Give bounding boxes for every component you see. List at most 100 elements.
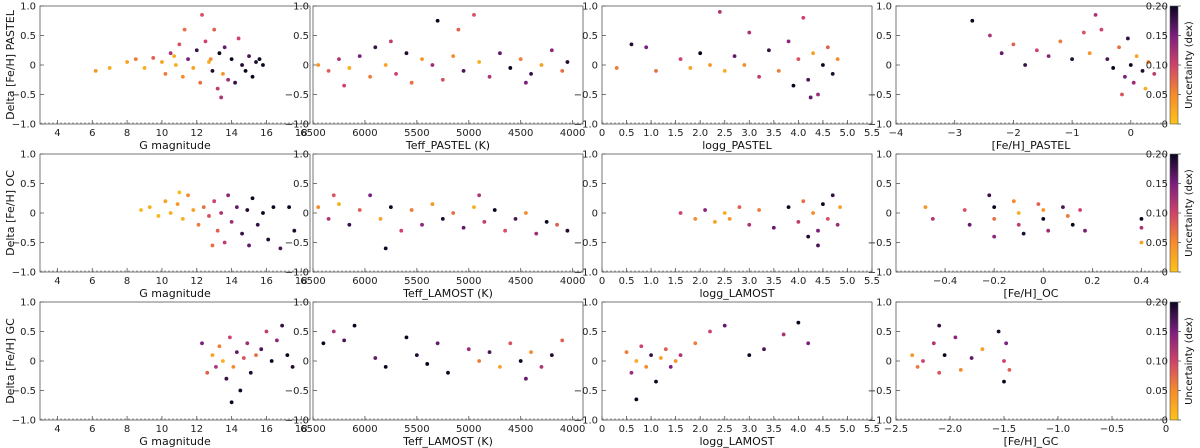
subplot: −1.0 −0.5 0 0.5 1.0 6500 6000 5500 5000 4500 4000 T… [285, 2, 586, 153]
y-tick-label: 0.5 [20, 327, 36, 338]
data-point [962, 208, 967, 212]
y-tick-label: 0.5 [876, 179, 892, 190]
x-tick-label: 0 [1128, 128, 1134, 139]
subplot: −1.0 −0.5 0 0.5 1.0 6500 6000 5500 5000 4500 4000 T… [285, 298, 586, 448]
x-axis-label: [Fe/H]_PASTEL [992, 139, 1072, 152]
y-tick-label: −1.0 [12, 268, 36, 279]
data-point [1152, 71, 1157, 76]
data-point [229, 400, 234, 405]
x-tick-label: 0.5 [619, 424, 635, 435]
data-point [221, 71, 225, 76]
data-point [191, 208, 196, 212]
data-point [240, 231, 244, 236]
x-tick-label: 14 [225, 128, 238, 139]
data-point [368, 193, 373, 198]
colorbar-tick-label: 0.10 [1146, 209, 1168, 220]
subplot: −1.0 −0.5 0 0.5 1.0 0 0.5 1.0 1.5 2.0 2.5 3.0 3.5 4.0… [574, 2, 880, 153]
data-point [1065, 214, 1070, 218]
data-point [227, 335, 232, 340]
y-tick-label: −0.5 [12, 238, 36, 249]
y-tick-label: 1.0 [293, 298, 309, 309]
y-tick-label: −0.5 [285, 238, 309, 249]
data-point [508, 66, 513, 70]
y-tick-label: −1.0 [12, 120, 36, 131]
x-tick-label: −0.4 [933, 276, 957, 287]
row-ylabel: Delta [Fe/H] GC [4, 318, 17, 404]
data-point [337, 202, 341, 207]
data-point [163, 71, 168, 76]
data-point [708, 63, 712, 67]
data-point [953, 335, 958, 340]
y-tick-label: 0.5 [876, 327, 892, 338]
data-point [722, 69, 727, 73]
axes-frame [601, 301, 873, 421]
data-point [264, 329, 269, 334]
data-point [231, 365, 236, 369]
y-tick-label: 1.0 [20, 298, 36, 309]
data-point [791, 83, 796, 88]
data-point [713, 219, 717, 224]
colorbar-tick-label: 0 [1162, 120, 1168, 131]
data-point [544, 219, 549, 224]
data-point [226, 193, 231, 198]
data-point [518, 57, 523, 61]
x-tick-label: −3 [947, 128, 962, 139]
data-point [383, 246, 388, 251]
subplot: −1.0 −0.5 0 0.5 1.0 0 0.5 1.0 1.5 2.0 2.5 3.0 3.5 4.0… [574, 150, 880, 301]
data-point [139, 208, 143, 212]
data-point [967, 222, 972, 227]
data-point [229, 219, 234, 224]
data-point [1105, 57, 1110, 61]
data-point [238, 388, 243, 393]
data-point [247, 54, 251, 59]
data-point [969, 356, 974, 360]
colorbar: 0 0.05 0.10 0.15 0.20 Uncertainty (dex) [1146, 150, 1195, 279]
data-point [930, 217, 935, 221]
data-point [1002, 359, 1006, 363]
y-tick-label: −1.0 [574, 416, 598, 427]
data-point [234, 350, 239, 355]
data-point [215, 86, 220, 91]
y-tick-label: −1.0 [12, 416, 36, 427]
data-point [261, 63, 265, 67]
data-point [560, 338, 565, 343]
data-point [825, 217, 830, 221]
y-tick-label: −0.5 [285, 386, 309, 397]
data-point [816, 228, 820, 233]
data-point [992, 234, 997, 239]
x-axis-label: G magnitude [139, 435, 211, 448]
data-point [259, 347, 264, 352]
data-point [477, 193, 482, 198]
y-tick-label: 0.5 [293, 327, 309, 338]
x-tick-label: −1.0 [1046, 424, 1070, 435]
data-point [326, 217, 331, 221]
data-point [549, 353, 554, 357]
axes-frame [312, 153, 584, 273]
data-point [196, 222, 201, 227]
y-tick-label: −0.5 [574, 238, 598, 249]
x-tick-label: 4.0 [790, 424, 806, 435]
x-tick-label: 4500 [508, 276, 533, 287]
data-point [737, 205, 742, 210]
x-tick-label: 16 [260, 276, 273, 287]
y-tick-label: 0 [30, 357, 36, 368]
data-point [830, 71, 835, 76]
data-point [786, 205, 791, 210]
data-point [988, 33, 992, 38]
data-point [549, 48, 554, 53]
x-tick-label: 6 [89, 276, 95, 287]
data-point [518, 359, 523, 363]
row-ylabel: Delta [Fe/H] OC [4, 170, 17, 256]
data-point [321, 341, 326, 346]
data-point [430, 63, 435, 67]
data-point [513, 217, 518, 221]
data-point [477, 60, 482, 64]
data-point [757, 208, 761, 212]
data-point [163, 199, 168, 204]
x-tick-label: 4.0 [790, 276, 806, 287]
data-point [1078, 208, 1082, 212]
x-tick-label: 5.0 [840, 276, 856, 287]
data-point [1036, 202, 1041, 207]
data-point [523, 376, 528, 381]
data-point [210, 243, 215, 248]
